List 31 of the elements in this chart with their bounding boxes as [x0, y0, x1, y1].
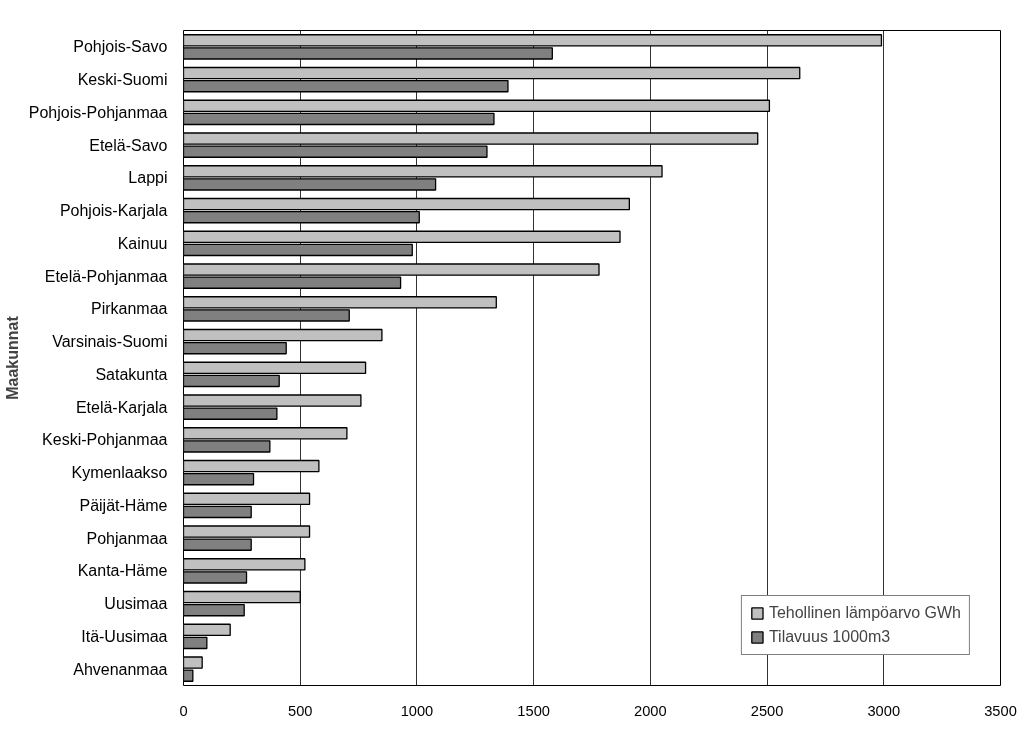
y-tick-label: Satakunta: [95, 365, 168, 383]
y-tick-label: Kainuu: [117, 234, 168, 252]
y-tick-label: Keski-Suomi: [77, 71, 168, 89]
legend-label: Tilavuus 1000m3: [768, 628, 891, 646]
x-tick-label: 1500: [517, 702, 550, 719]
y-tick-label: Pohjois-Pohjanmaa: [28, 103, 168, 121]
y-tick-label: Pohjanmaa: [86, 529, 168, 547]
x-tick-label: 500: [287, 702, 313, 719]
y-tick-label: Kymenlaakso: [71, 464, 168, 482]
x-tick-label: 3500: [984, 702, 1017, 719]
legend-label: Tehollinen lämpöarvo GWh: [768, 604, 961, 622]
y-tick-label: Kanta-Häme: [77, 562, 168, 580]
y-tick-label: Lappi: [128, 169, 168, 187]
y-tick-label: Päijät-Häme: [79, 496, 168, 514]
y-tick-label: Etelä-Savo: [89, 136, 168, 154]
y-tick-label: Etelä-Karjala: [75, 398, 168, 416]
y-tick-label: Keski-Pohjanmaa: [42, 431, 168, 449]
x-tick-label: 2500: [750, 702, 784, 719]
y-tick-label: Pohjois-Karjala: [59, 202, 168, 220]
x-tick-label: 1000: [400, 702, 434, 719]
y-tick-label: Ahvenanmaa: [73, 660, 168, 678]
y-tick-label: Varsinais-Suomi: [52, 333, 168, 351]
x-tick-label: 3000: [867, 702, 901, 719]
y-tick-label: Pohjois-Savo: [73, 38, 168, 56]
y-tick-label: Uusimaa: [104, 595, 168, 613]
y-tick-label: Etelä-Pohjanmaa: [44, 267, 168, 285]
y-axis-title: Maakunnat: [3, 315, 21, 400]
x-tick-label: 2000: [634, 702, 667, 719]
x-tick-label: 0: [179, 702, 188, 719]
y-tick-label: Pirkanmaa: [91, 300, 168, 318]
y-tick-label: Itä-Uusimaa: [81, 627, 168, 645]
